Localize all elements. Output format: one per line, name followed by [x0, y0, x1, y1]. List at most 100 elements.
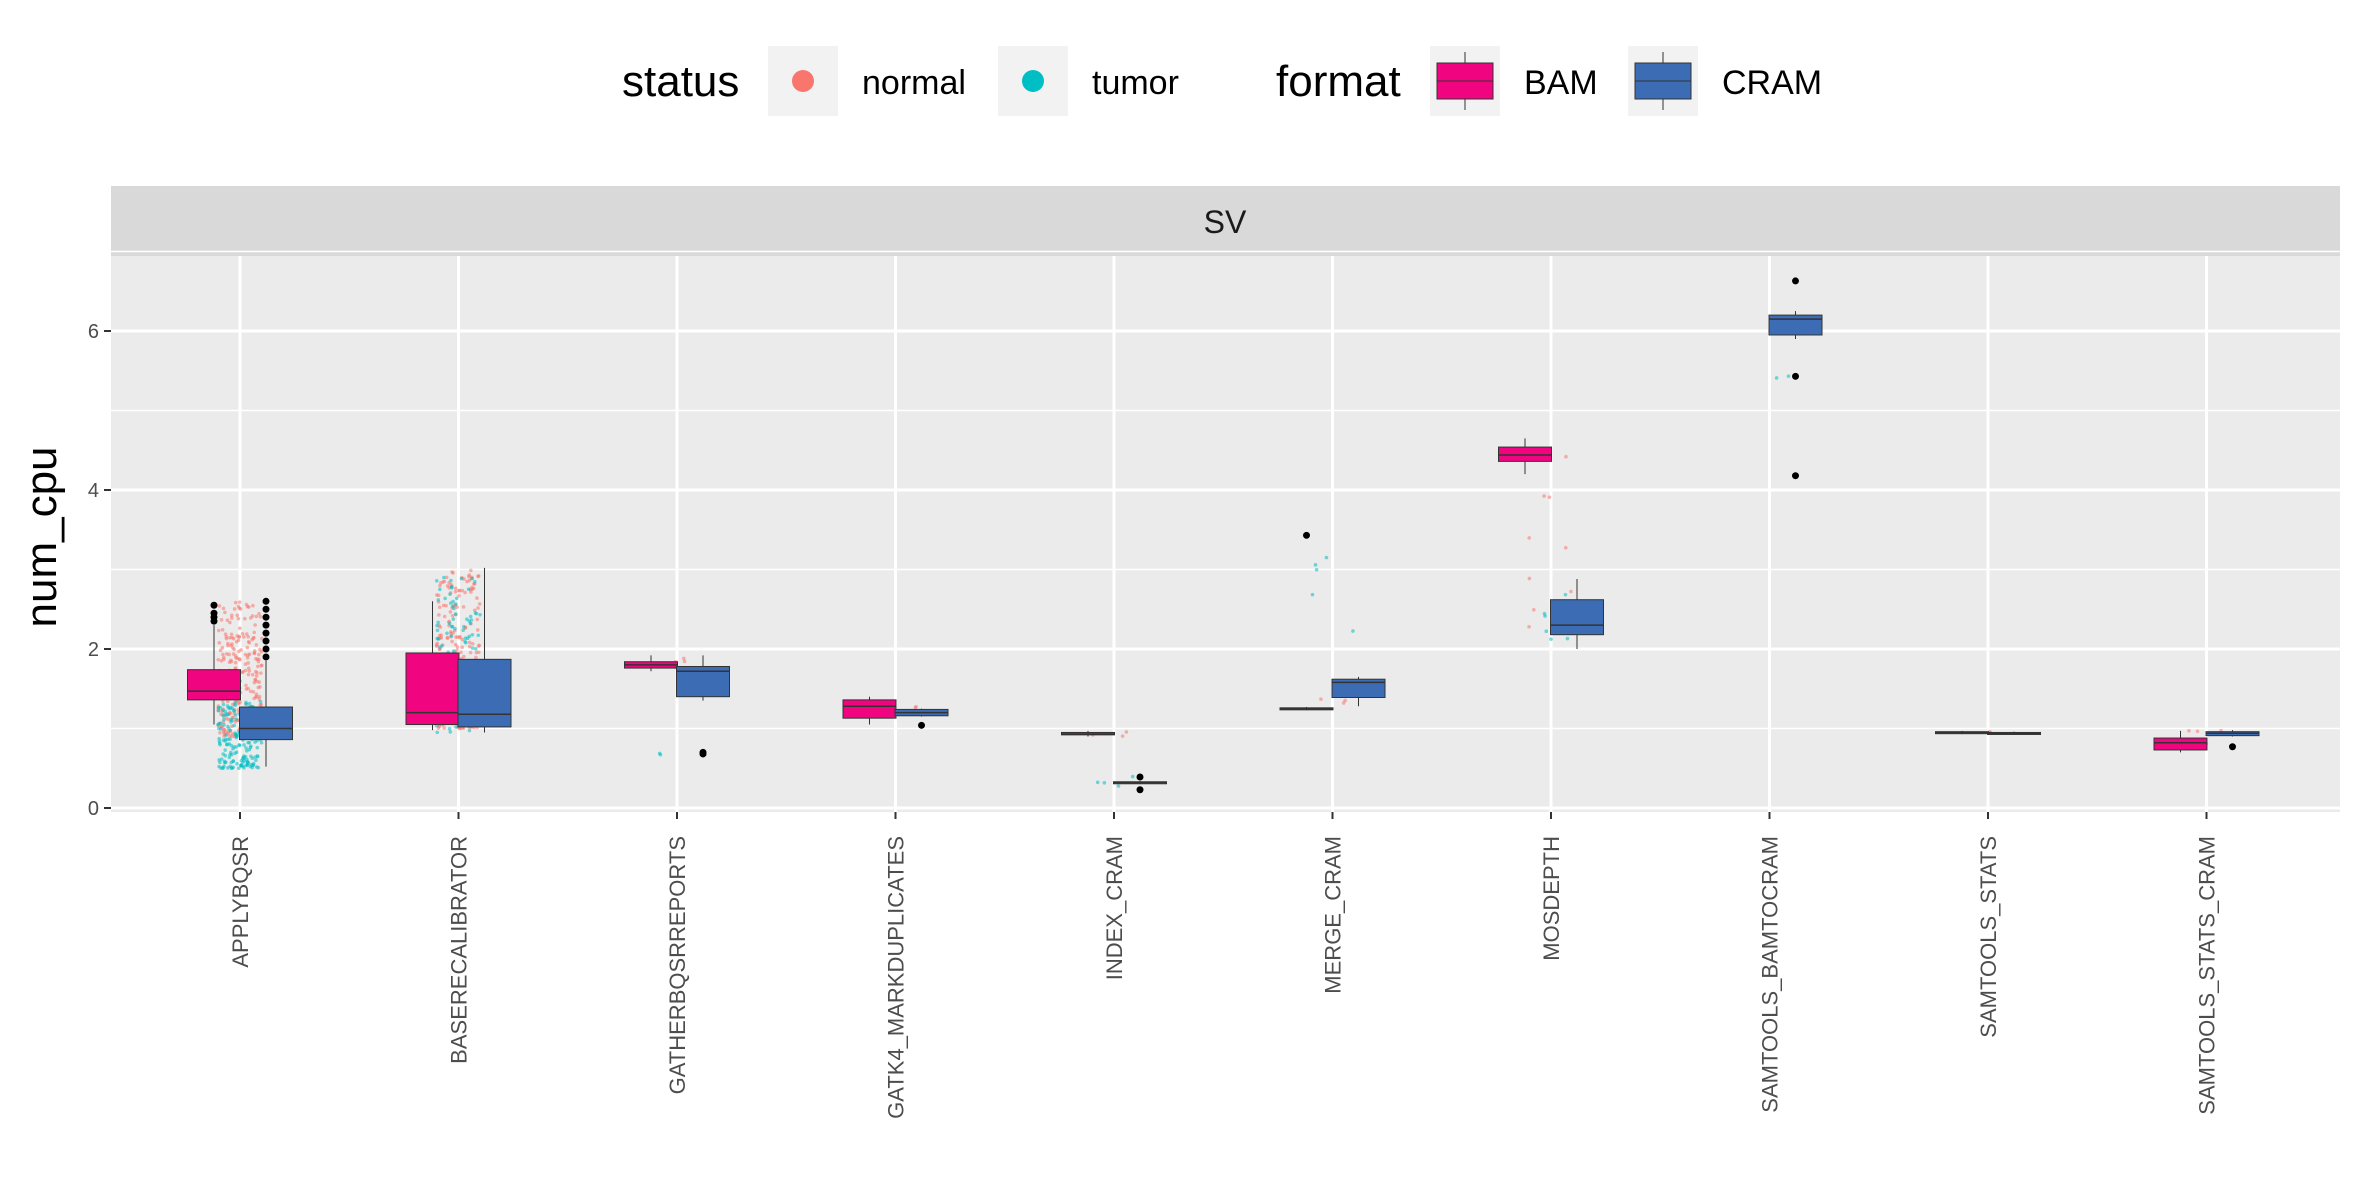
jitter-point-tumor — [221, 766, 225, 770]
jitter-point-tumor — [1549, 637, 1553, 641]
jitter-point-tumor — [473, 579, 477, 584]
jitter-point-normal — [254, 614, 259, 619]
jitter-point-normal — [463, 590, 467, 595]
jitter-point-normal — [225, 699, 230, 704]
jitter-point-tumor — [249, 754, 253, 759]
jitter-point-normal — [455, 635, 460, 640]
jitter-point-normal — [228, 635, 232, 640]
jitter-point-normal — [1564, 454, 1568, 459]
jitter-point-tumor — [1102, 780, 1107, 785]
jitter-point-tumor — [448, 730, 453, 734]
jitter-point-normal — [442, 579, 447, 584]
jitter-point-tumor — [232, 723, 236, 728]
jitter-point-tumor — [218, 743, 222, 747]
jitter-point-tumor — [1544, 629, 1549, 634]
jitter-point-normal — [240, 631, 245, 636]
jitter-point-normal — [256, 685, 261, 690]
jitter-point-normal — [445, 584, 450, 588]
jitter-point-tumor — [228, 705, 233, 710]
jitter-point-tumor — [1543, 614, 1547, 618]
jitter-point-tumor — [453, 626, 457, 631]
jitter-point-normal — [224, 716, 229, 721]
jitter-point-normal — [451, 631, 455, 635]
jitter-point-tumor — [233, 700, 238, 705]
legend-label-bam: BAM — [1524, 64, 1598, 102]
jitter-point-tumor — [221, 702, 226, 707]
jitter-point-tumor — [440, 644, 444, 648]
jitter-point-normal — [243, 662, 248, 666]
jitter-point-normal — [1547, 495, 1552, 499]
jitter-point-normal — [475, 596, 479, 600]
jitter-point-tumor — [435, 730, 440, 735]
jitter-point-normal — [244, 602, 249, 607]
jitter-point-tumor — [218, 721, 223, 725]
jitter-point-tumor — [216, 708, 221, 713]
jitter-point-normal — [450, 639, 454, 644]
jitter-point-normal — [248, 689, 253, 694]
jitter-point-tumor — [253, 740, 257, 744]
jitter-point-tumor — [217, 764, 221, 769]
jitter-point-normal — [244, 632, 249, 636]
jitter-point-normal — [246, 672, 251, 677]
jitter-point-normal — [257, 680, 262, 684]
jitter-point-normal — [682, 656, 686, 661]
jitter-point-normal — [477, 602, 482, 606]
jitter-point-tumor — [470, 576, 474, 581]
jitter-point-normal — [244, 687, 249, 691]
jitter-point-normal — [223, 610, 227, 615]
jitter-point-normal — [1563, 545, 1568, 550]
jitter-point-normal — [218, 730, 222, 735]
jitter-point-normal — [1527, 536, 1531, 540]
jitter-point-normal — [220, 645, 225, 650]
jitter-point-tumor — [450, 624, 455, 629]
jitter-point-normal — [450, 613, 455, 618]
jitter-point-tumor — [455, 596, 459, 601]
jitter-point-tumor — [1563, 592, 1568, 597]
jitter-point-tumor — [1095, 780, 1100, 785]
jitter-point-tumor — [245, 757, 249, 762]
y-tick-label: 2 — [88, 639, 99, 661]
jitter-point-tumor — [658, 752, 663, 757]
outlier-applybqsr-cram — [262, 653, 270, 661]
jitter-point-normal — [252, 630, 257, 635]
jitter-point-tumor — [445, 631, 449, 636]
jitter-point-tumor — [224, 742, 229, 747]
jitter-point-normal — [218, 648, 223, 653]
jitter-point-normal — [244, 683, 248, 688]
jitter-point-tumor — [453, 612, 458, 616]
jitter-point-normal — [438, 581, 443, 585]
jitter-point-normal — [236, 700, 241, 705]
jitter-point-normal — [913, 705, 918, 710]
jitter-point-normal — [219, 618, 224, 622]
jitter-point-tumor — [217, 726, 221, 731]
jitter-point-normal — [1527, 576, 1532, 581]
outlier-applybqsr-cram — [262, 613, 270, 621]
x-tick-label-gatk4-markduplicates: GATK4_MARKDUPLICATES — [884, 836, 909, 1119]
jitter-point-normal — [229, 616, 234, 620]
jitter-point-tumor — [229, 717, 233, 722]
jitter-point-normal — [450, 570, 454, 574]
jitter-point-tumor — [244, 763, 248, 768]
jitter-point-normal — [228, 620, 232, 625]
jitter-point-normal — [252, 635, 256, 640]
jitter-point-tumor — [451, 617, 456, 621]
jitter-point-tumor — [470, 632, 475, 637]
box-baserecalibrator-cram — [457, 658, 512, 728]
jitter-point-normal — [437, 613, 441, 617]
jitter-point-tumor — [449, 634, 454, 638]
jitter-point-normal — [256, 664, 260, 669]
jitter-point-tumor — [469, 618, 474, 622]
jitter-point-normal — [1542, 494, 1546, 498]
jitter-point-normal — [243, 652, 248, 657]
jitter-point-tumor — [234, 750, 239, 755]
outlier-samtools-bamtocram-cram — [1792, 277, 1799, 285]
jitter-point-tumor — [462, 624, 466, 629]
box-applybqsr-cram — [239, 706, 293, 741]
jitter-point-normal — [247, 652, 252, 657]
jitter-point-tumor — [216, 722, 220, 727]
jitter-point-normal — [219, 659, 224, 663]
legend: status normal tumor format BAM CRAM — [622, 46, 1822, 116]
outlier-applybqsr-cram — [262, 629, 270, 637]
jitter-point-normal — [258, 614, 263, 619]
